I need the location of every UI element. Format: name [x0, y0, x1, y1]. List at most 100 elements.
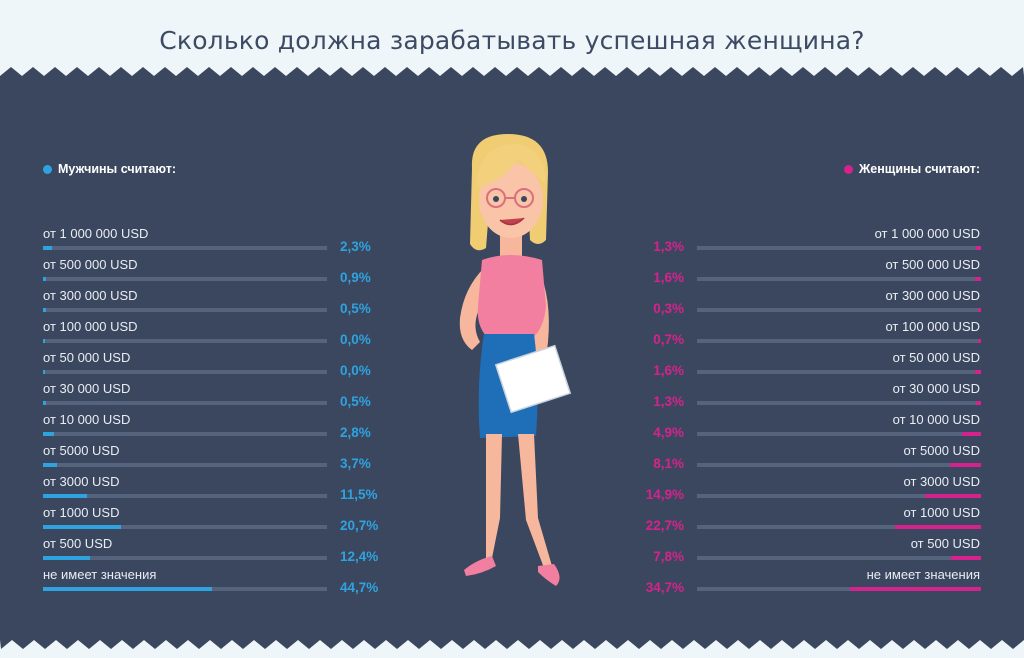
women-category-label: от 300 000 USD — [885, 288, 980, 303]
hair-bangs — [476, 144, 546, 188]
women-bar-track — [697, 339, 981, 343]
women-value-label: 1,3% — [653, 394, 684, 409]
women-value-label: 0,3% — [653, 301, 684, 316]
men-category-label: от 1000 USD — [43, 505, 120, 520]
men-category-label: от 30 000 USD — [43, 381, 131, 396]
men-bar — [43, 246, 52, 250]
women-value-label: 14,9% — [645, 487, 684, 502]
women-bar-track — [697, 587, 981, 591]
women-bar — [924, 494, 981, 498]
men-bar — [43, 463, 57, 467]
women-value-label: 1,6% — [653, 270, 684, 285]
men-category-label: от 300 000 USD — [43, 288, 138, 303]
women-value-label: 7,8% — [653, 549, 684, 564]
women-bar — [849, 587, 981, 591]
legend-women-dot — [843, 164, 853, 174]
legend-men-dot — [43, 164, 52, 174]
women-bar — [950, 463, 981, 467]
men-category-label: от 500 000 USD — [43, 257, 138, 272]
women-bar-track — [697, 432, 981, 436]
legend-men-label: Мужчины считают: — [58, 162, 176, 176]
men-bar-track — [43, 525, 327, 529]
face — [479, 162, 543, 238]
women-bar — [976, 246, 981, 250]
men-bar — [43, 587, 213, 591]
women-value-label: 1,3% — [653, 239, 684, 254]
right-leg — [518, 434, 552, 568]
men-value-label: 44,7% — [340, 580, 379, 595]
women-category-label: от 5000 USD — [903, 443, 981, 458]
women-bar — [974, 277, 981, 281]
women-bar-track — [697, 463, 981, 467]
men-value-label: 0,0% — [340, 363, 371, 378]
folder — [494, 344, 572, 414]
men-value-label: 2,3% — [340, 239, 371, 254]
women-category-label: от 1 000 000 USD — [874, 226, 980, 241]
men-bar-track — [43, 370, 327, 374]
men-category-label: от 500 USD — [43, 536, 113, 551]
men-bar-track — [43, 308, 327, 312]
men-bar-track — [43, 494, 327, 498]
men-bar — [43, 556, 90, 560]
men-category-label: от 5000 USD — [43, 443, 120, 458]
women-bar-track — [697, 246, 981, 250]
women-value-label: 34,7% — [645, 580, 684, 595]
men-value-label: 11,5% — [340, 487, 378, 502]
men-bar — [43, 401, 46, 405]
men-value-label: 3,7% — [340, 456, 371, 471]
women-category-label: от 10 000 USD — [892, 412, 980, 427]
women-bar — [962, 432, 981, 436]
men-category-label: от 50 000 USD — [43, 350, 131, 365]
men-category-label: от 10 000 USD — [43, 412, 131, 427]
left-leg — [486, 434, 502, 558]
right-shoe — [538, 564, 560, 586]
women-bar — [895, 525, 981, 529]
women-bar-track — [697, 556, 981, 560]
men-bar — [43, 339, 45, 343]
men-value-label: 0,5% — [340, 394, 371, 409]
women-category-label: от 500 000 USD — [885, 257, 980, 272]
women-bar-track — [697, 277, 981, 281]
men-bar — [43, 308, 46, 312]
men-bar — [43, 277, 47, 281]
legend-men: Мужчины считают: — [43, 162, 176, 176]
women-bar — [976, 401, 981, 405]
women-value-label: 4,9% — [653, 425, 684, 440]
women-category-label: от 500 USD — [910, 536, 980, 551]
men-bar — [43, 525, 122, 529]
women-category-label: от 100 000 USD — [885, 319, 980, 334]
women-bar-track — [697, 370, 981, 374]
men-bar — [43, 432, 54, 436]
women-category-label: от 3000 USD — [903, 474, 981, 489]
men-category-label: от 100 000 USD — [43, 319, 138, 334]
men-bar-track — [43, 401, 327, 405]
men-bar-track — [43, 556, 327, 560]
men-category-label: не имеет значения — [43, 567, 157, 582]
men-category-label: от 3000 USD — [43, 474, 120, 489]
woman-illustration — [459, 134, 572, 586]
men-bar-track — [43, 463, 327, 467]
pink-top — [477, 255, 546, 340]
women-bar — [974, 370, 981, 374]
women-bar — [978, 339, 981, 343]
women-value-label: 22,7% — [645, 518, 684, 533]
women-bar — [978, 308, 981, 312]
women-bar — [951, 556, 981, 560]
men-bar-track — [43, 587, 327, 591]
men-bar — [43, 370, 45, 374]
legend-women: Женщины считают: — [843, 162, 980, 176]
legend-women-label: Женщины считают: — [858, 162, 980, 176]
women-category-label: от 50 000 USD — [892, 350, 980, 365]
women-bar-track — [697, 401, 981, 405]
men-value-label: 2,8% — [340, 425, 371, 440]
women-bar-track — [697, 308, 981, 312]
women-category-label: от 1000 USD — [903, 505, 981, 520]
women-category-label: не имеет значения — [866, 567, 980, 582]
men-value-label: 12,4% — [340, 549, 379, 564]
men-bar-track — [43, 246, 327, 250]
women-value-label: 0,7% — [653, 332, 684, 347]
women-bar-track — [697, 525, 981, 529]
women-bar-track — [697, 494, 981, 498]
men-value-label: 0,9% — [340, 270, 371, 285]
